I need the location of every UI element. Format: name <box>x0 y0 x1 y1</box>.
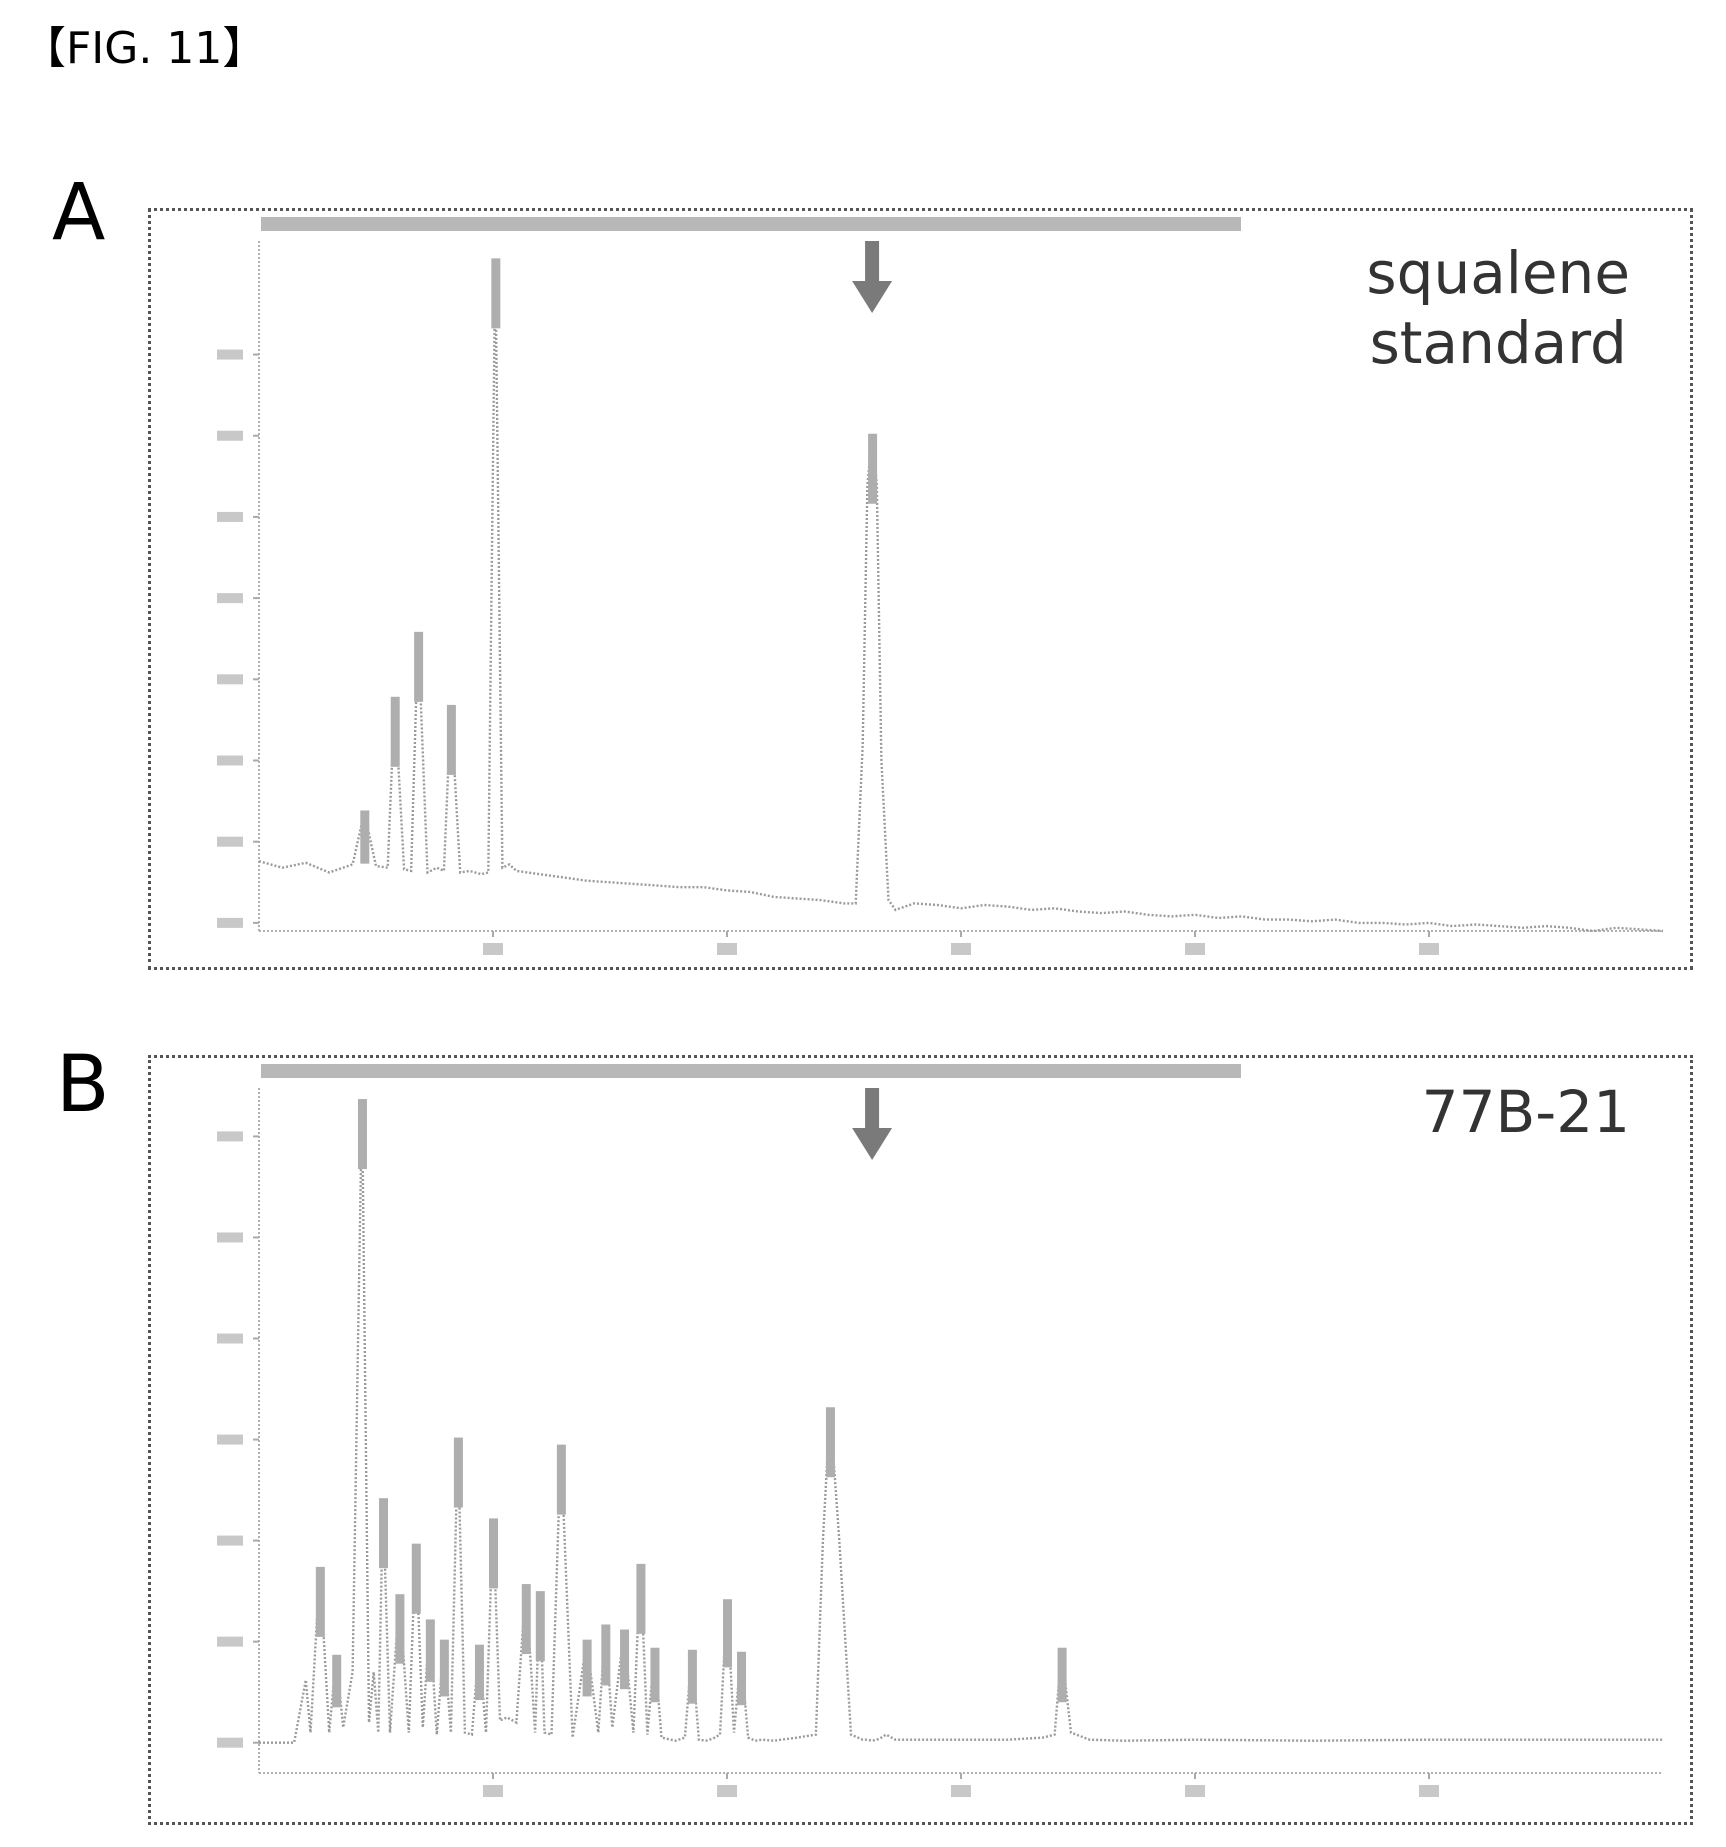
panel-b-peak-annotation <box>453 1437 463 1508</box>
panel-b-peak-annotation <box>411 1543 421 1614</box>
panel-b-x-tick-label <box>1419 1785 1439 1797</box>
panel-a-y-tick-label <box>217 349 243 360</box>
panel-b-peak-annotation <box>636 1563 646 1634</box>
panel-a-y-tick-label <box>217 917 243 928</box>
panel-a-x-tick-label <box>483 943 503 955</box>
panel-letter-a: A <box>52 168 106 258</box>
panel-b-peak-annotation <box>332 1654 342 1708</box>
panel-b-peak-annotation <box>425 1619 435 1682</box>
panel-b-trace-0 <box>259 1101 1663 1744</box>
panel-b-x-tick-label <box>1185 1785 1205 1797</box>
panel-a-y-tick-label <box>217 836 243 847</box>
panel-b-label: 77B-21 <box>1421 1078 1630 1146</box>
panel-b-x-tick-label <box>717 1785 737 1797</box>
panel-b-peak-annotation <box>379 1498 389 1569</box>
panel-a-x-tick-label <box>951 943 971 955</box>
panel-b-peak-annotation <box>521 1584 531 1655</box>
panel-b-peak-annotation <box>737 1651 747 1706</box>
panel-b-peak-annotation <box>395 1594 405 1664</box>
panel-b-y-tick-label <box>217 1232 243 1243</box>
panel-b-chromatogram: 77B-21 <box>148 1055 1693 1825</box>
panel-b-peak-annotation <box>315 1566 325 1637</box>
panel-b-header-bar <box>261 1064 1241 1078</box>
panel-b-peak-annotation <box>650 1647 660 1703</box>
panel-b-peak-annotation <box>1057 1647 1067 1703</box>
panel-a-label: squalene standard <box>1366 239 1630 377</box>
panel-a-x-tick-label <box>1185 943 1205 955</box>
panel-a-y-tick-label <box>217 755 243 766</box>
panel-b-peak-annotation <box>582 1639 592 1697</box>
panel-a-y-tick-label <box>217 593 243 604</box>
panel-a-peak-annotation <box>491 258 501 329</box>
panel-b-plot <box>217 1064 1663 1797</box>
panel-a-plot <box>217 217 1664 955</box>
panel-a-y-tick-label <box>217 674 243 685</box>
panel-a-chromatogram: squalene standard <box>148 208 1693 970</box>
panel-a-header-bar <box>261 217 1241 231</box>
panel-b-peak-annotation <box>825 1407 835 1478</box>
panel-b-peak-annotation <box>723 1599 732 1668</box>
panel-b-y-tick-label <box>217 1131 243 1142</box>
panel-b-peak-annotation <box>474 1644 484 1701</box>
panel-b-y-tick-label <box>217 1737 243 1748</box>
panel-b-peak-annotation <box>601 1624 611 1686</box>
panel-a-y-tick-label <box>217 430 243 441</box>
panel-b-y-tick-label <box>217 1333 243 1344</box>
panel-b-x-tick-label <box>483 1785 503 1797</box>
panel-a-peak-annotation <box>360 810 370 864</box>
panel-a-x-tick-label <box>717 943 737 955</box>
panel-a-peak-annotation <box>390 696 400 767</box>
panel-b-peak-annotation <box>439 1639 449 1697</box>
panel-b-x-tick-label <box>951 1785 971 1797</box>
panel-a-peak-annotation <box>446 704 456 775</box>
panel-b-peak-annotation <box>687 1649 697 1704</box>
panel-b-peak-annotation <box>357 1099 367 1170</box>
panel-a-squalene-arrow <box>852 241 893 313</box>
panel-a-peak-annotation <box>414 631 424 702</box>
figure-label: 【FIG. 11】 <box>22 23 267 74</box>
panel-letter-b: B <box>56 1040 110 1130</box>
panel-a-trace-0 <box>258 260 1664 933</box>
panel-b-peak-annotation <box>489 1518 498 1589</box>
panel-b-y-tick-label <box>217 1434 243 1445</box>
panel-b-squalene-arrow <box>852 1088 893 1160</box>
panel-a-peak-annotation <box>868 433 878 504</box>
panel-b-peak-annotation <box>556 1444 566 1515</box>
panel-a-x-tick-label <box>1419 943 1439 955</box>
panel-b-y-tick-label <box>217 1535 243 1546</box>
panel-b-y-tick-label <box>217 1636 243 1647</box>
panel-b-peak-annotation <box>535 1591 545 1662</box>
panel-b-peak-annotation <box>620 1629 630 1690</box>
panel-a-y-tick-label <box>217 511 243 522</box>
